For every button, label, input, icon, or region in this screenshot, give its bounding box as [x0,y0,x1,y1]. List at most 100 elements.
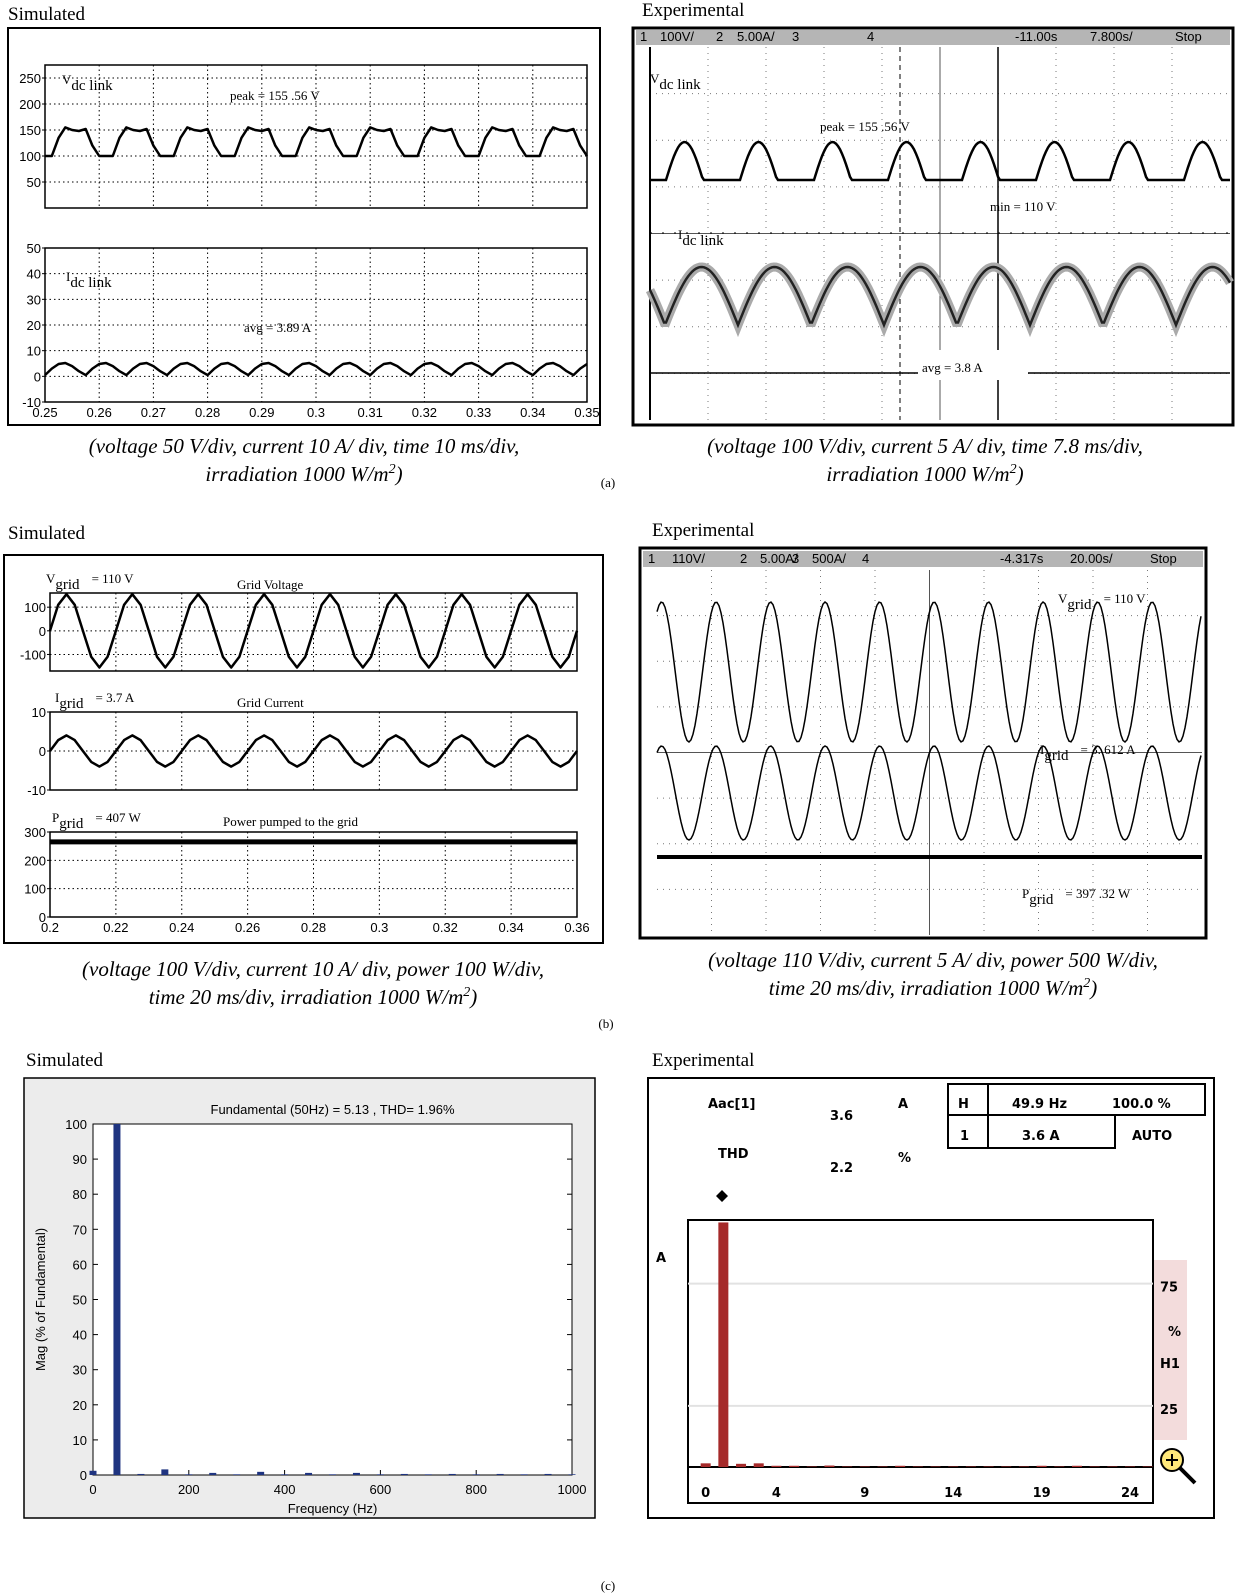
x-tick-label: 4 [772,1486,781,1501]
caption-sup: 2 [1010,462,1017,477]
y-tick-label: 50 [27,175,41,190]
scope-header-item: 20.00s/ [1070,551,1113,566]
meter-one: 1 [960,1129,969,1144]
annotation-sub: grid [1067,597,1092,613]
bar [353,1473,360,1475]
meter-thd: THD [718,1147,749,1162]
annotation-main: P [1022,886,1029,901]
annotation: Grid Voltage [237,577,304,592]
caption-sup: 2 [1083,976,1090,991]
caption-close: ) [469,985,477,1009]
x-tick-label: 0 [89,1482,96,1497]
x-tick-label: 0.35 [574,405,599,420]
scope-header-item: 500A/ [812,551,846,566]
y-tick-label: 30 [73,1363,87,1378]
y-tick-label: 50 [27,241,41,256]
y-tick-label: 10 [32,705,46,720]
x-tick-label: 24 [1121,1486,1139,1501]
annotation: min = 110 V [990,199,1056,214]
caption-sup: 2 [463,985,470,1000]
y-tick-label: 25 [1160,1403,1178,1418]
x-tick-label: 0.3 [307,405,325,420]
bar [209,1473,216,1475]
annotation: peak = 155 .56 V [820,119,910,134]
bar [754,1463,764,1467]
panel-heading: Simulated [26,1050,104,1071]
annotation-sub: grid [59,816,84,832]
x-tick-label: 600 [370,1482,392,1497]
meter-freq: 49.9 Hz [1012,1097,1067,1112]
meter-right-pct: % [1168,1325,1181,1340]
meter-auto: AUTO [1132,1129,1172,1144]
y-tick-label: 300 [24,825,46,840]
bar [377,1474,384,1475]
bar [545,1474,552,1475]
scope-header-item: 5.00A/ [737,29,775,44]
bar [1001,1467,1011,1468]
x-axis-label: Frequency (Hz) [288,1501,378,1516]
meter-thd-unit: % [898,1151,911,1166]
x-tick-label: 0.2 [41,920,59,935]
bar [473,1474,480,1475]
bar [1143,1467,1153,1468]
caption-text: time 20 ms/div, irradiation 1000 W/m [149,985,464,1009]
bar [718,1222,728,1467]
x-tick-label: 0.26 [87,405,112,420]
caption-text: irradiation 1000 W/m [205,462,388,486]
x-tick-label: 0.3 [370,920,388,935]
x-tick-label: 0.22 [103,920,128,935]
bar [789,1466,799,1467]
panel-heading: Experimental [652,520,754,541]
y-tick-label: 70 [73,1222,87,1237]
y-tick-label: 250 [19,71,41,86]
bar [931,1467,941,1468]
meter-h: H [958,1097,969,1112]
scope-header-item: 7.800s/ [1090,29,1133,44]
y-tick-label: 100 [24,882,46,897]
bar [497,1474,504,1475]
scope-header-item: 2 [716,29,723,44]
scope-header-item: 1 [648,551,655,566]
caption-line: (voltage 50 V/div, current 10 A/ div, ti… [89,434,519,458]
x-tick-label: 800 [465,1482,487,1497]
annotation-sub: dc link [71,78,113,94]
bar [329,1474,336,1475]
x-tick-label: 14 [944,1486,962,1501]
annotation-sub: grid [59,696,84,712]
x-tick-label: 0.34 [498,920,523,935]
bar [1107,1467,1117,1468]
bar [860,1467,870,1468]
x-tick-label: 9 [860,1486,869,1501]
subfigure-label: (b) [598,1016,613,1031]
caption-line: (voltage 110 V/div, current 5 A/ div, po… [708,948,1158,972]
panel-heading: Simulated [8,4,86,25]
bar [701,1463,711,1467]
bar [401,1474,408,1475]
y-tick-label: 20 [27,318,41,333]
bar [161,1469,168,1475]
y-tick-label: -100 [20,647,46,662]
y-tick-label: 100 [65,1117,87,1132]
x-tick-label: 1000 [558,1482,587,1497]
caption-line: time 20 ms/div, irradiation 1000 W/m2) [149,985,478,1009]
y-tick-label: 40 [27,267,41,282]
annotation-rest: = 3. 612 A [1081,742,1137,757]
y-tick-label: 10 [73,1433,87,1448]
annotation-rest: = 110 V [1104,591,1147,606]
bar [305,1473,312,1475]
scope-header-item: -4.317s [1000,551,1044,566]
x-tick-label: 0.25 [32,405,57,420]
caption-line: time 20 ms/div, irradiation 1000 W/m2) [769,976,1098,1000]
meter-aac-unit: A [898,1097,908,1112]
bar [842,1467,852,1468]
bar [1090,1467,1100,1468]
bar [1054,1467,1064,1468]
bar [948,1467,958,1468]
x-tick-label: 0.28 [195,405,220,420]
subfigure-label: (a) [601,475,615,490]
y-tick-label: 10 [27,344,41,359]
x-tick-label: 0.24 [169,920,194,935]
y-tick-label: 30 [27,292,41,307]
caption-line: irradiation 1000 W/m2) [205,462,402,486]
meter-aac-value: 3.6 [830,1109,853,1124]
